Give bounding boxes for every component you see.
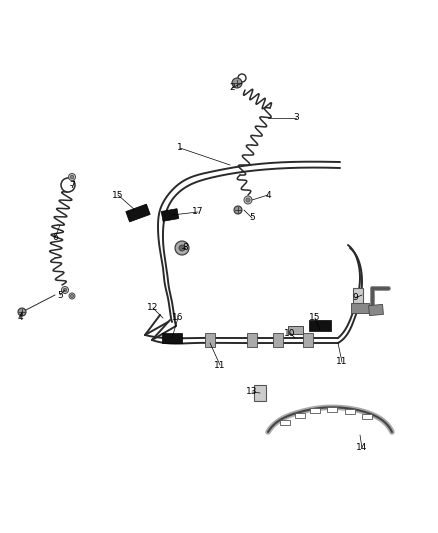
Circle shape [179,245,185,251]
Text: 6: 6 [52,233,58,243]
Bar [345,408,355,414]
Bar [254,385,266,401]
Bar [161,209,179,221]
Circle shape [69,293,75,299]
Circle shape [68,174,75,181]
Text: 5: 5 [249,214,255,222]
Text: 8: 8 [182,244,188,253]
Text: 12: 12 [147,303,159,312]
Bar [309,319,331,330]
Text: 15: 15 [112,190,124,199]
Bar [162,333,182,343]
Circle shape [238,74,246,82]
Text: 16: 16 [172,313,184,322]
Circle shape [175,241,189,255]
Text: 17: 17 [192,207,204,216]
Text: 5: 5 [57,290,63,300]
Bar [310,408,320,413]
Circle shape [232,78,242,88]
Text: 10: 10 [284,328,296,337]
Text: 9: 9 [352,294,358,303]
Bar [247,333,257,347]
Text: 7: 7 [69,181,75,190]
Circle shape [18,308,26,316]
Circle shape [244,196,252,204]
Text: 1: 1 [177,143,183,152]
Bar [351,303,369,313]
Circle shape [246,198,250,202]
Text: 14: 14 [356,443,367,453]
Bar [205,333,215,347]
Bar [280,419,290,424]
Circle shape [63,288,67,292]
Text: 3: 3 [293,114,299,123]
Text: 15: 15 [309,313,321,322]
Bar [295,413,305,417]
Text: 11: 11 [214,360,226,369]
Bar [353,287,363,303]
Bar [287,326,303,334]
Bar [362,414,372,418]
Text: 11: 11 [336,358,348,367]
Circle shape [70,175,74,179]
Bar [327,407,337,411]
Circle shape [61,287,68,294]
Circle shape [61,178,75,192]
Bar [126,204,150,222]
Bar [303,333,313,347]
Circle shape [71,295,74,297]
Text: 4: 4 [265,190,271,199]
Bar [369,304,383,316]
Bar [273,333,283,347]
Text: 2: 2 [229,84,235,93]
Circle shape [234,206,242,214]
Text: 4: 4 [17,313,23,322]
Text: 13: 13 [246,387,258,397]
